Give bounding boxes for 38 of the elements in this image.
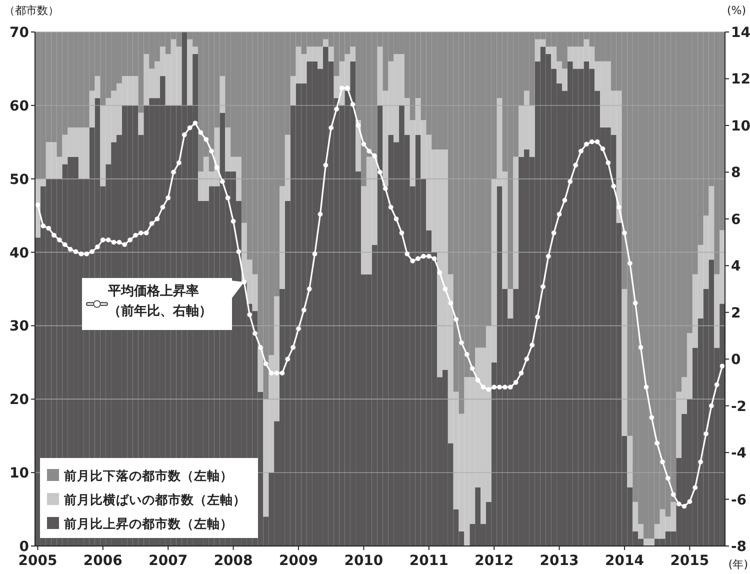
y2-axis-title: (%) — [726, 4, 746, 17]
x-tick-label: 2012 — [474, 553, 514, 569]
y-tick-label: 0 — [19, 539, 30, 555]
y2-tick-label: 14 — [731, 25, 750, 41]
y2-tick-label: -4 — [731, 446, 747, 462]
y2-tick-label: 12 — [731, 72, 750, 88]
x-axis-title: (年) — [728, 558, 748, 571]
legend-label: 前月比下落の都市数（左軸） — [63, 468, 233, 483]
y2-tick-label: 4 — [731, 258, 741, 275]
y2-tick-label: -8 — [731, 539, 747, 555]
legend-label: 前月比上昇の都市数（左軸） — [63, 516, 233, 531]
y2-tick-label: -6 — [731, 492, 747, 508]
y2-tick-label: 0 — [731, 352, 741, 368]
x-tick-label: 2008 — [214, 553, 253, 569]
x-tick-label: 2014 — [605, 553, 644, 569]
x-tick-label: 2015 — [670, 553, 710, 569]
y2-tick-label: 6 — [731, 212, 741, 228]
y2-tick-label: 8 — [731, 165, 741, 182]
y-axis-title: （都市数） — [4, 4, 59, 17]
x-tick-label: 2009 — [279, 553, 318, 569]
x-tick-label: 2005 — [18, 553, 58, 569]
legend-label: 平均価格上昇率（前年比、右軸） — [108, 282, 213, 321]
x-tick-label: 2013 — [540, 553, 579, 569]
y2-tick-label: 2 — [731, 305, 741, 322]
y2-tick-label: 10 — [731, 118, 750, 134]
y2-tick-label: -2 — [731, 398, 747, 415]
y-tick-label: 60 — [10, 98, 30, 114]
x-tick-label: 2007 — [148, 553, 188, 569]
legend-label: 前月比横ばいの都市数（左軸） — [63, 492, 246, 507]
x-tick-label: 2010 — [344, 553, 384, 569]
x-tick-label: 2011 — [409, 553, 448, 569]
x-tick-label: 2006 — [83, 553, 122, 569]
y-tick-label: 70 — [10, 25, 30, 41]
y-tick-label: 30 — [10, 318, 30, 335]
y-tick-label: 50 — [10, 172, 30, 188]
y-tick-label: 20 — [10, 392, 30, 408]
y-tick-label: 40 — [10, 245, 30, 262]
y-tick-label: 10 — [10, 466, 30, 482]
